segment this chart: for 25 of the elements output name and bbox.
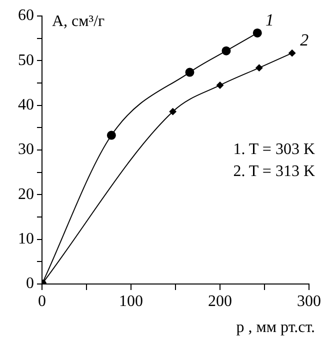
- y-tick-label: 50: [18, 52, 34, 69]
- y-tick-label: 20: [18, 186, 34, 203]
- y-tick-label: 30: [18, 141, 34, 158]
- point: [252, 28, 262, 38]
- annotation: 2. T = 313 K: [233, 163, 316, 180]
- x-tick-label: 0: [38, 292, 46, 310]
- y-tick-label: 10: [18, 230, 34, 248]
- y-axis-title: A, см³/г: [52, 13, 106, 30]
- point: [222, 46, 231, 56]
- point: [106, 130, 116, 140]
- annotation: 1. T = 303 K: [233, 141, 316, 158]
- point: [216, 82, 224, 89]
- x-tick-label: 100: [119, 292, 143, 310]
- y-tick-label: 40: [18, 96, 34, 114]
- point: [169, 108, 176, 116]
- point: [256, 64, 263, 72]
- series-label: 1: [265, 10, 274, 30]
- point: [288, 50, 296, 57]
- x-tick-label: 300: [297, 292, 321, 310]
- y-tick-label: 0: [26, 275, 34, 292]
- x-axis-title: p , мм рт.ст.: [236, 319, 315, 336]
- point: [185, 68, 194, 77]
- x-tick-label: 200: [208, 292, 232, 310]
- y-tick-label: 60: [18, 7, 34, 24]
- series-label: 2: [300, 30, 310, 50]
